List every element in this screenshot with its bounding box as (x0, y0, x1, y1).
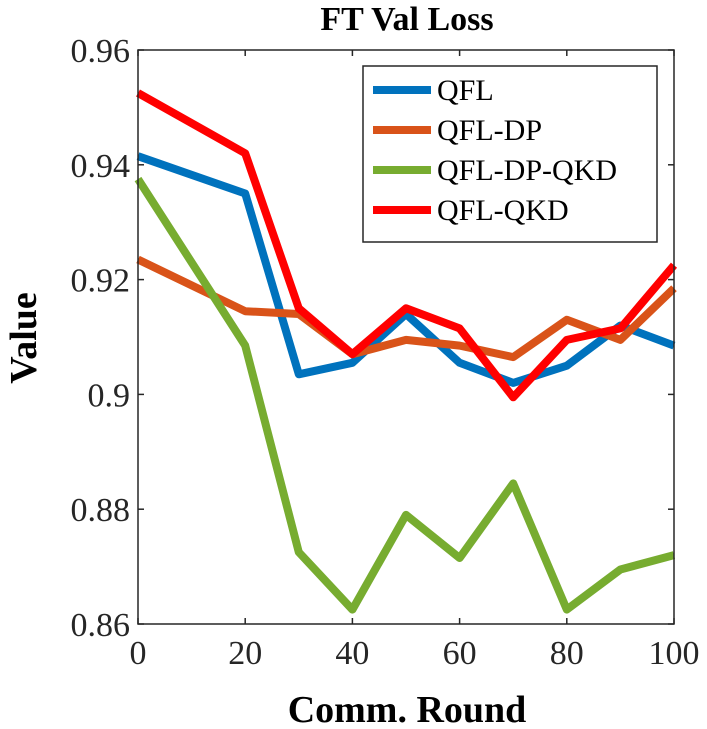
axes-box (137, 49, 675, 625)
series-line-qfl (136, 152, 676, 387)
series-line-qfl-dp (136, 255, 677, 362)
y-tick-label: 0.94 (71, 148, 131, 185)
legend-label-qfl: QFL (437, 74, 494, 107)
y-tick-label: 0.9 (88, 377, 131, 414)
y-tick-label: 0.92 (71, 263, 131, 300)
y-tick-label: 0.86 (71, 607, 131, 644)
x-tick-label: 60 (443, 635, 477, 672)
x-tick-label: 100 (649, 635, 700, 672)
y-tick-label: 0.88 (71, 492, 131, 529)
y-axis-label: Value (3, 292, 45, 384)
series-layer (134, 89, 678, 614)
legend-label-qfl-dp-qkd: QFL-DP-QKD (437, 154, 617, 187)
legend-label-qfl-qkd: QFL-QKD (437, 194, 569, 227)
y-tick-label: 0.96 (71, 33, 131, 70)
axes-layer: 0 20 40 60 80 100 0.86 0.88 0.9 0.92 0.94 0.96 (71, 33, 700, 672)
x-tick-label: 40 (335, 635, 369, 672)
x-tick-label: 0 (130, 635, 147, 672)
x-axis-label: Comm. Round (288, 689, 527, 729)
x-tick-label: 20 (228, 635, 262, 672)
chart-title: FT Val Loss (320, 1, 493, 38)
legend-label-qfl-dp: QFL-DP (437, 114, 542, 147)
legend: QFL QFL-DP QFL-DP-QKD QFL-QKD (362, 65, 658, 243)
series-line-qfl-qkd (136, 89, 678, 402)
x-tick-label: 80 (550, 635, 584, 672)
series-line-qfl-dp-qkd (134, 176, 676, 614)
